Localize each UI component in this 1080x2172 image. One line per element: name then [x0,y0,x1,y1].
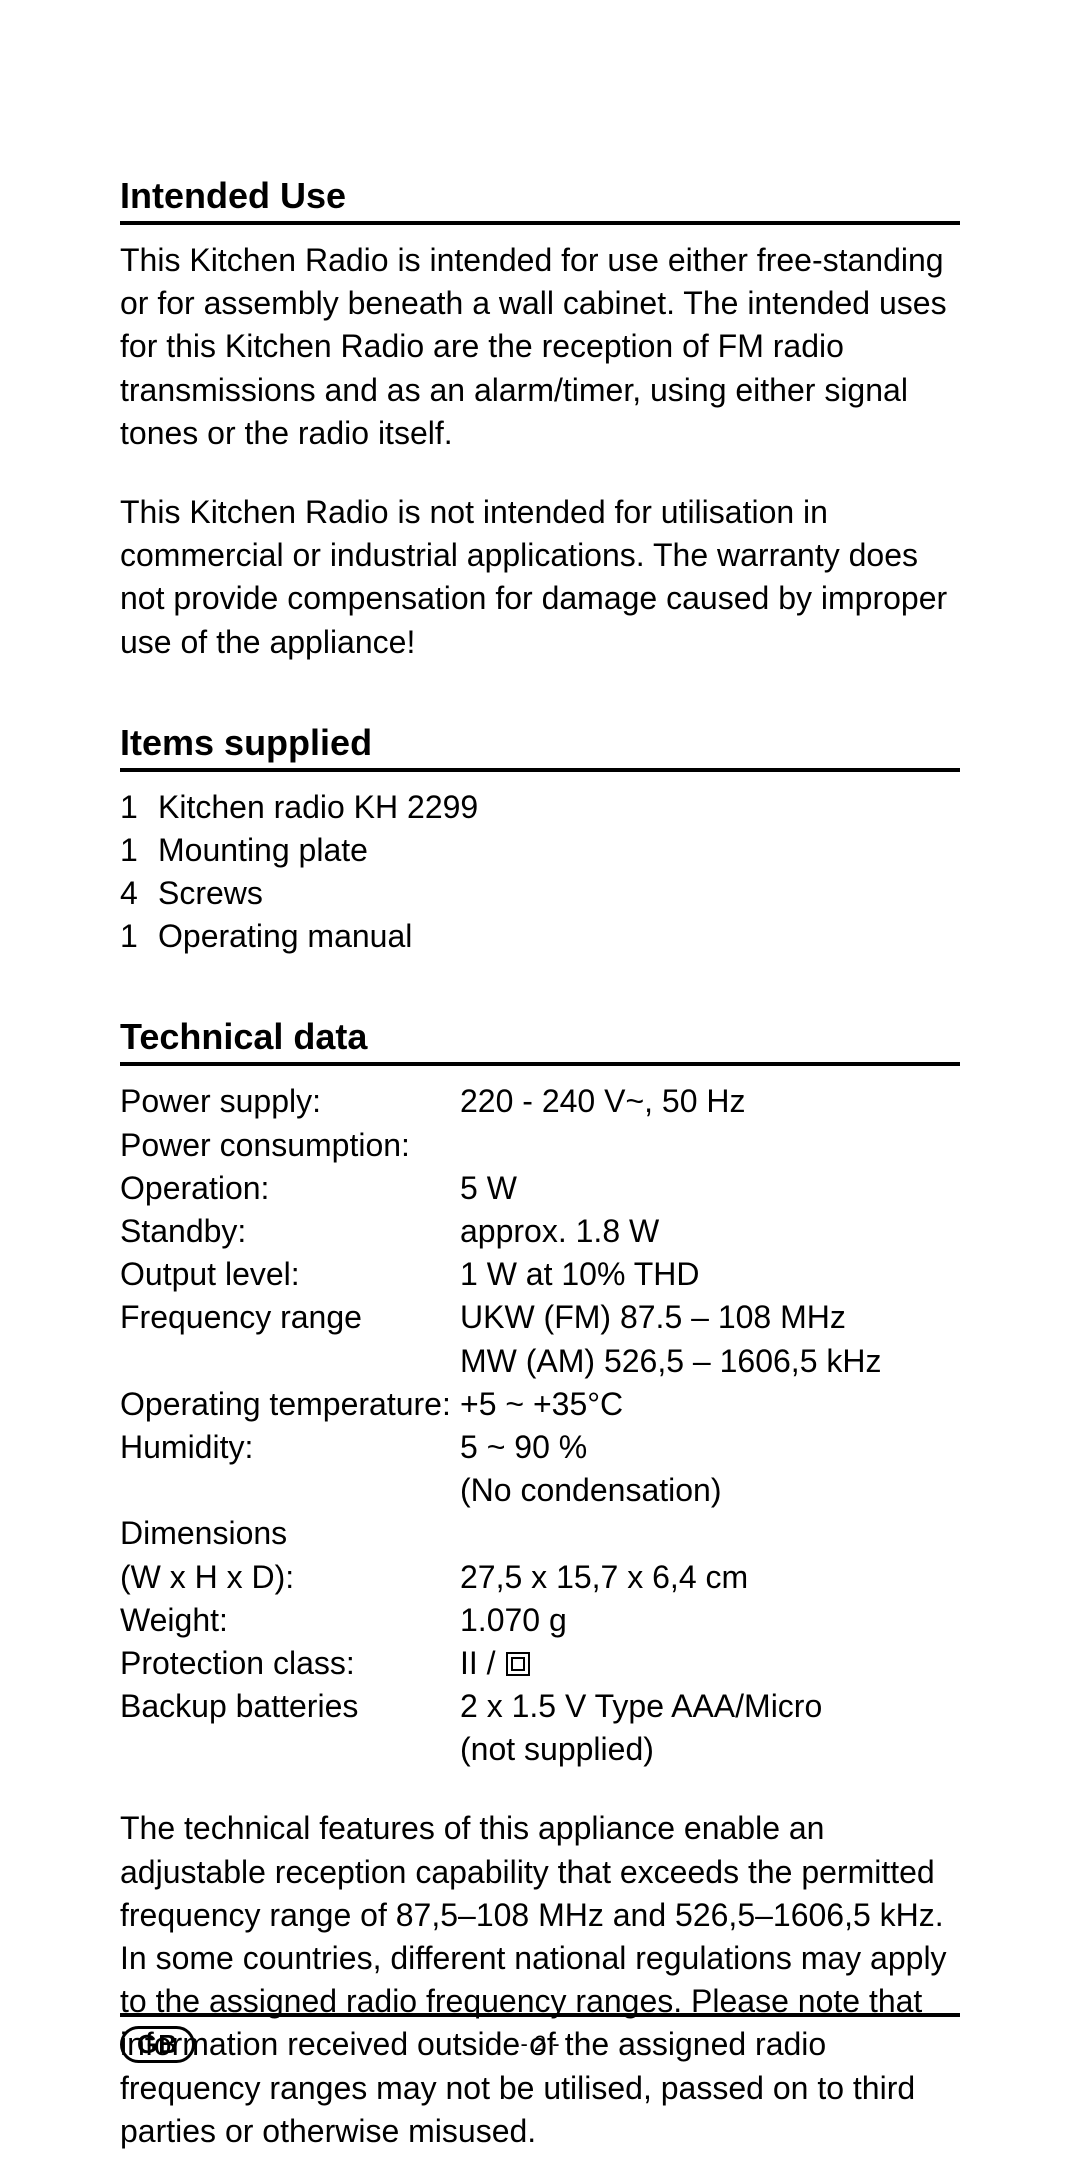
tech-value: UKW (FM) 87.5 – 108 MHz [460,1296,960,1339]
list-item: 1 Kitchen radio KH 2299 [120,786,960,829]
tech-value: 1.070 g [460,1599,960,1642]
tech-label: Operation: [120,1167,460,1210]
items-supplied-list: 1 Kitchen radio KH 2299 1 Mounting plate… [120,786,960,959]
tech-label: Operating temperature: [120,1383,460,1426]
document-page: Intended Use This Kitchen Radio is inten… [0,0,1080,2153]
tech-label: Frequency range [120,1296,460,1339]
section-heading-items-supplied: Items supplied [120,722,960,764]
technical-data-table: Power supply:220 - 240 V~, 50 HzPower co… [120,1080,960,1771]
footer-rule [120,2013,960,2017]
page-number: - 2 - [520,2031,559,2057]
intended-use-paragraph-1: This Kitchen Radio is intended for use e… [120,239,960,455]
item-name: Operating manual [158,915,412,958]
section-rule [120,221,960,225]
tech-label [120,1728,460,1771]
item-qty: 1 [120,915,142,958]
list-item: 1 Mounting plate [120,829,960,872]
tech-label: Output level: [120,1253,460,1296]
tech-value: (not supplied) [460,1728,960,1771]
tech-value: MW (AM) 526,5 – 1606,5 kHz [460,1340,960,1383]
tech-label: Dimensions [120,1512,460,1555]
tech-label: Weight: [120,1599,460,1642]
tech-value: 1 W at 10% THD [460,1253,960,1296]
table-row: Operation:5 W [120,1167,960,1210]
tech-value: 2 x 1.5 V Type AAA/Micro [460,1685,960,1728]
table-row: Frequency rangeUKW (FM) 87.5 – 108 MHz [120,1296,960,1339]
country-badge: GB [120,2026,195,2063]
section-rule [120,768,960,772]
technical-data-footnote: The technical features of this appliance… [120,1807,960,2153]
tech-label: Backup batteries [120,1685,460,1728]
tech-value: 220 - 240 V~, 50 Hz [460,1080,960,1123]
table-row: (No condensation) [120,1469,960,1512]
section-heading-intended-use: Intended Use [120,175,960,217]
item-qty: 4 [120,872,142,915]
tech-value: (No condensation) [460,1469,960,1512]
tech-value [460,1512,960,1555]
table-row: Humidity:5 ~ 90 % [120,1426,960,1469]
tech-value: 27,5 x 15,7 x 6,4 cm [460,1556,960,1599]
item-name: Screws [158,872,263,915]
double-insulation-icon [506,1652,530,1676]
section-rule [120,1062,960,1066]
tech-label: Humidity: [120,1426,460,1469]
tech-label [120,1469,460,1512]
table-row: Power supply:220 - 240 V~, 50 Hz [120,1080,960,1123]
tech-value: +5 ~ +35°C [460,1383,960,1426]
table-row: Operating temperature:+5 ~ +35°C [120,1383,960,1426]
tech-value: 5 ~ 90 % [460,1426,960,1469]
table-row: Standby:approx. 1.8 W [120,1210,960,1253]
table-row: Power consumption: [120,1124,960,1167]
table-row: Dimensions [120,1512,960,1555]
table-row: Backup batteries2 x 1.5 V Type AAA/Micro [120,1685,960,1728]
table-row: (not supplied) [120,1728,960,1771]
tech-value: 5 W [460,1167,960,1210]
tech-label: Protection class: [120,1642,460,1685]
tech-label: (W x H x D): [120,1556,460,1599]
tech-label: Power supply: [120,1080,460,1123]
list-item: 1 Operating manual [120,915,960,958]
list-item: 4 Screws [120,872,960,915]
tech-label: Standby: [120,1210,460,1253]
table-row: Protection class:II / [120,1642,960,1685]
table-row: (W x H x D):27,5 x 15,7 x 6,4 cm [120,1556,960,1599]
item-qty: 1 [120,786,142,829]
intended-use-paragraph-2: This Kitchen Radio is not intended for u… [120,491,960,664]
item-name: Mounting plate [158,829,368,872]
table-row: Output level:1 W at 10% THD [120,1253,960,1296]
item-name: Kitchen radio KH 2299 [158,786,478,829]
tech-value: approx. 1.8 W [460,1210,960,1253]
table-row: Weight:1.070 g [120,1599,960,1642]
tech-label [120,1340,460,1383]
section-heading-technical-data: Technical data [120,1016,960,1058]
tech-value: II / [460,1642,960,1685]
tech-label: Power consumption: [120,1124,460,1167]
tech-value [460,1124,960,1167]
table-row: MW (AM) 526,5 – 1606,5 kHz [120,1340,960,1383]
item-qty: 1 [120,829,142,872]
page-footer: GB - 2 - [120,2013,960,2057]
